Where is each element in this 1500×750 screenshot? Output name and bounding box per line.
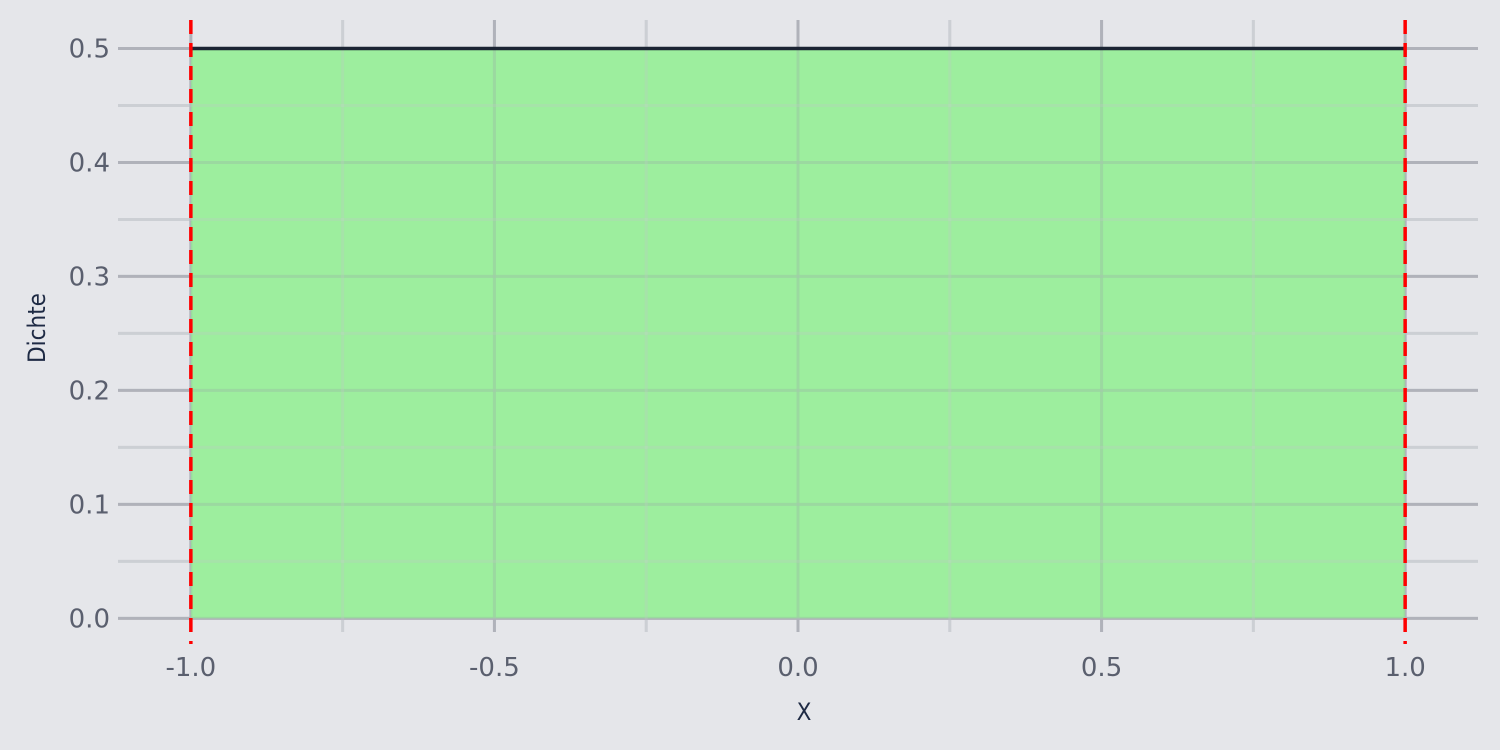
boundary-lines: [189, 20, 1407, 644]
x-tick-label: -0.5: [469, 653, 520, 683]
density-area-layer: [190, 48, 1406, 619]
y-tick-label: 0.2: [69, 376, 110, 406]
x-tick-label: 0.0: [777, 653, 818, 683]
x-tick-label: 0.5: [1081, 653, 1122, 683]
y-tick-label: 0.1: [69, 490, 110, 520]
y-axis-tick-labels: 0.0 0.1 0.2 0.3 0.4 0.5: [69, 34, 110, 634]
y-tick-label: 0.0: [69, 604, 110, 634]
y-tick-label: 0.5: [69, 34, 110, 64]
y-axis-title: Dichte: [23, 293, 51, 363]
x-axis-title: X: [797, 698, 812, 726]
x-axis-tick-labels: -1.0 -0.5 0.0 0.5 1.0: [165, 653, 1425, 683]
y-tick-label: 0.3: [69, 262, 110, 292]
density-area: [190, 48, 1406, 619]
x-tick-label: 1.0: [1384, 653, 1425, 683]
x-tick-label: -1.0: [165, 653, 216, 683]
y-tick-label: 0.4: [69, 148, 110, 178]
